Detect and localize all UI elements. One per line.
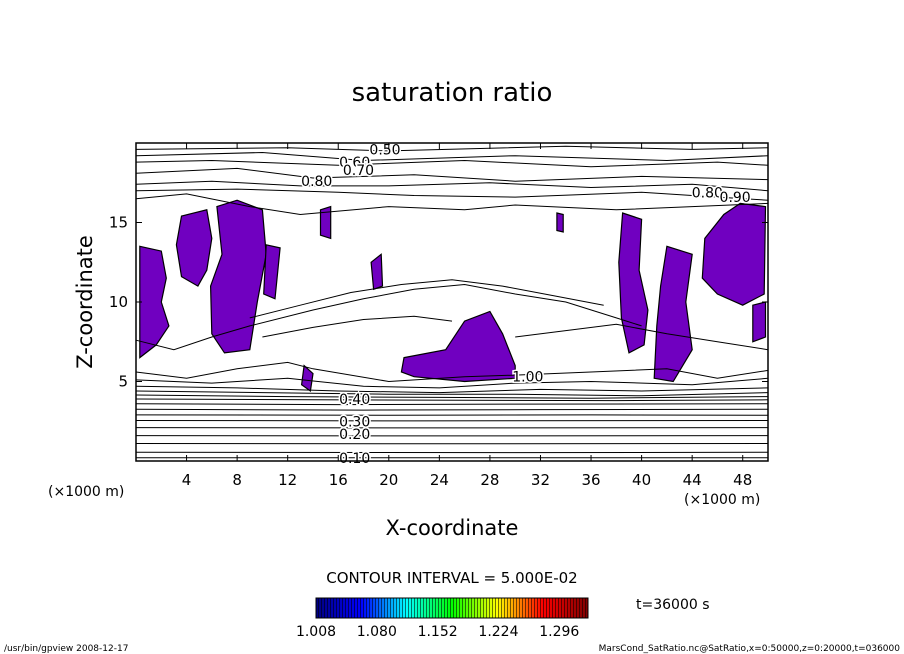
contour-line-5 xyxy=(135,188,769,201)
contour-line-18 xyxy=(135,408,769,411)
shaded-region-12 xyxy=(556,212,564,233)
x-tick-label-0: 4 xyxy=(182,471,192,489)
contour-line-4 xyxy=(135,180,769,192)
shaded-region-0 xyxy=(139,245,170,359)
contour-line-2 xyxy=(135,159,769,168)
shaded-region-10 xyxy=(370,253,384,291)
x-axis-unit-right: (×1000 m) xyxy=(684,492,760,508)
shaded-region-6 xyxy=(618,212,649,354)
contour-line-14 xyxy=(135,390,769,397)
shaded-region-9 xyxy=(752,301,767,343)
contour-label-8: 0.30 xyxy=(339,414,370,430)
colorbar: 1.008 1.080 1.152 1.224 1.296 xyxy=(296,597,589,640)
contour-line-6 xyxy=(135,193,769,216)
contour-line-7 xyxy=(135,283,642,351)
contour-line-17 xyxy=(135,403,769,406)
contour-label-1: 0.60 xyxy=(339,155,370,171)
contour-label-10: 0.10 xyxy=(339,451,370,467)
contour-label-6: 1.00 xyxy=(512,370,543,386)
colorbar-stripes xyxy=(316,598,588,618)
colorbar-tick-labels: 1.008 1.080 1.152 1.224 1.296 xyxy=(296,624,579,640)
x-tick-label-6: 28 xyxy=(480,471,499,489)
contour-line-0 xyxy=(135,145,769,152)
shaded-region-11 xyxy=(319,205,332,240)
contour-line-8 xyxy=(249,279,604,319)
contour-label-4: 0.80 xyxy=(692,185,723,201)
x-tick-label-1: 8 xyxy=(232,471,242,489)
shaded-region-8 xyxy=(701,202,767,306)
shaded-region-5 xyxy=(400,310,516,383)
x-tick-label-10: 44 xyxy=(683,471,702,489)
contour-line-11 xyxy=(135,361,769,383)
shaded-region-2 xyxy=(209,199,267,354)
contour-lines xyxy=(135,145,769,459)
shaded-region-3 xyxy=(263,244,281,300)
colorbar-tick-label-0: 1.008 xyxy=(296,624,336,640)
shaded-region-4 xyxy=(300,364,314,393)
x-tick-label-3: 16 xyxy=(329,471,348,489)
colorbar-tick-label-2: 1.152 xyxy=(418,624,458,640)
plot-area: 0.500.600.700.800.800.901.000.400.300.20… xyxy=(135,141,769,468)
contour-line-13 xyxy=(135,385,769,394)
x-axis-ticks: 4 8 12 16 20 24 28 32 36 40 44 48 xyxy=(182,143,752,489)
contour-line-1 xyxy=(135,151,769,162)
shaded-region-1 xyxy=(175,209,213,287)
x-tick-label-9: 40 xyxy=(632,471,651,489)
colorbar-frame xyxy=(315,597,589,619)
x-tick-label-7: 32 xyxy=(531,471,550,489)
contour-label-2: 0.70 xyxy=(343,163,374,179)
x-tick-label-8: 36 xyxy=(581,471,600,489)
x-tick-label-5: 24 xyxy=(430,471,449,489)
contour-labels: 0.500.600.700.800.800.901.000.400.300.20… xyxy=(300,141,753,468)
y-tick-label-2: 15 xyxy=(109,214,128,232)
saturation-shading xyxy=(139,199,767,393)
contour-label-5: 0.90 xyxy=(720,190,751,206)
shaded-region-7 xyxy=(653,245,693,383)
contour-line-9 xyxy=(262,315,453,338)
contour-line-12 xyxy=(135,377,769,389)
x-tick-label-4: 20 xyxy=(379,471,398,489)
x-axis-unit-left: (×1000 m) xyxy=(48,484,124,500)
x-tick-label-2: 12 xyxy=(278,471,297,489)
time-label: t=36000 s xyxy=(636,597,710,613)
y-tick-label-1: 10 xyxy=(109,293,128,311)
colorbar-tick-label-3: 1.224 xyxy=(478,624,518,640)
contour-line-15 xyxy=(135,394,769,399)
contour-label-9: 0.20 xyxy=(339,427,370,443)
y-tick-label-0: 5 xyxy=(118,373,128,391)
footer-right: MarsCond_SatRatio.nc@SatRatio,x=0:50000,… xyxy=(599,644,901,654)
x-tick-label-11: 48 xyxy=(733,471,752,489)
contour-line-3 xyxy=(135,167,769,182)
contour-line-10 xyxy=(515,323,769,351)
contour-line-16 xyxy=(135,398,769,402)
colorbar-tick-label-4: 1.296 xyxy=(539,624,579,640)
colorbar-tick-label-1: 1.080 xyxy=(357,624,397,640)
footer-left: /usr/bin/gpview 2008-12-17 xyxy=(4,644,128,654)
contour-interval-text: CONTOUR INTERVAL = 5.000E-02 xyxy=(326,569,577,587)
contour-label-0: 0.50 xyxy=(369,142,400,158)
y-axis-ticks: 5 10 15 xyxy=(109,214,768,391)
contour-label-3: 0.80 xyxy=(301,174,332,190)
chart-title: saturation ratio xyxy=(352,78,553,108)
x-axis-label: X-coordinate xyxy=(386,516,519,540)
y-axis-label: Z-coordinate xyxy=(73,235,97,369)
contour-label-7: 0.40 xyxy=(339,392,370,408)
